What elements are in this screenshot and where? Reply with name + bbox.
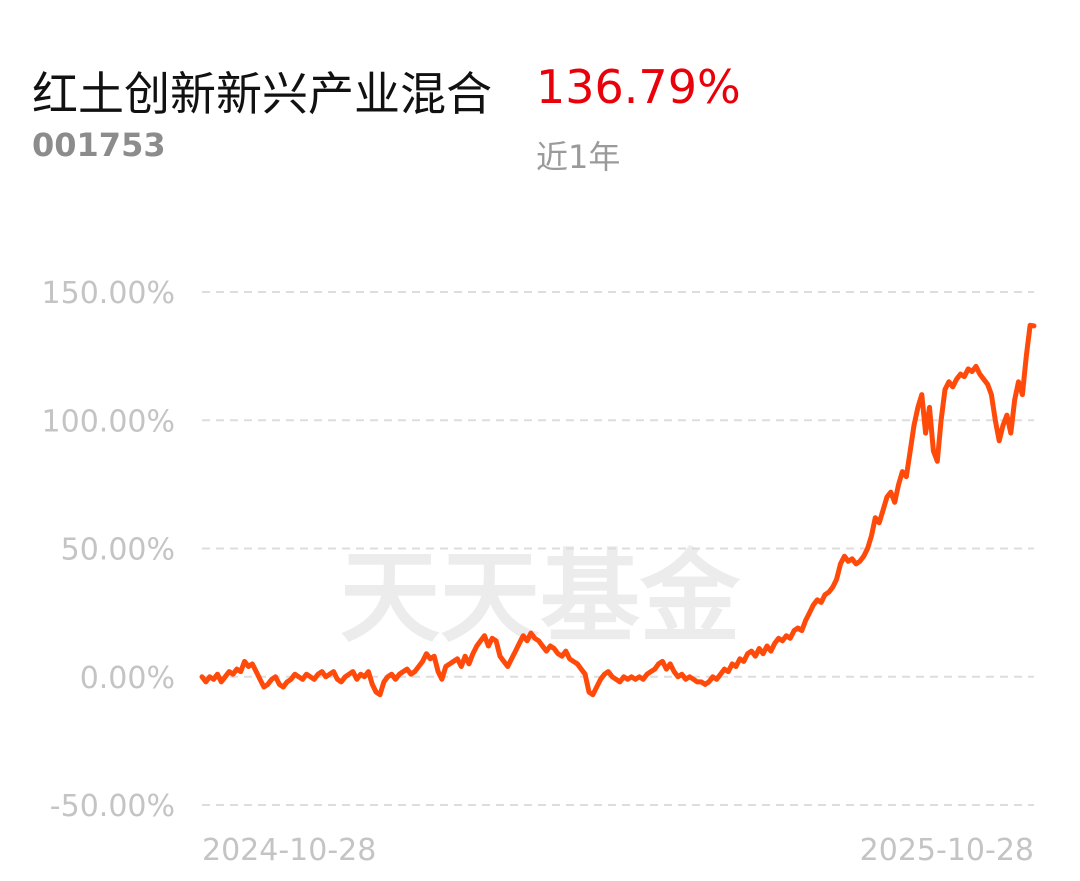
period-return: 136.79% xyxy=(536,60,741,114)
fund-code: 001753 xyxy=(32,126,166,164)
fund-name: 红土创新新兴产业混合 xyxy=(32,67,492,121)
y-tick-label-3: 0.00% xyxy=(80,661,175,696)
watermark: 天天基金 xyxy=(340,538,741,656)
y-tick-label-1: 100.00% xyxy=(42,404,175,439)
period-label: 近1年 xyxy=(536,138,621,176)
y-axis-ticks: 150.00% 100.00% 50.00% 0.00% -50.00% xyxy=(42,276,175,824)
y-tick-label-2: 50.00% xyxy=(61,533,175,568)
series-line-0 xyxy=(199,322,1037,698)
x-tick-label-1: 2025-10-28 xyxy=(860,833,1034,868)
series-layer xyxy=(199,322,1037,698)
y-tick-label-0: 150.00% xyxy=(42,276,175,311)
x-tick-label-0: 2024-10-28 xyxy=(202,833,376,868)
x-axis-ticks: 2024-10-28 2025-10-28 xyxy=(202,833,1034,868)
grid-lines xyxy=(202,291,1034,806)
y-tick-label-4: -50.00% xyxy=(50,789,175,824)
